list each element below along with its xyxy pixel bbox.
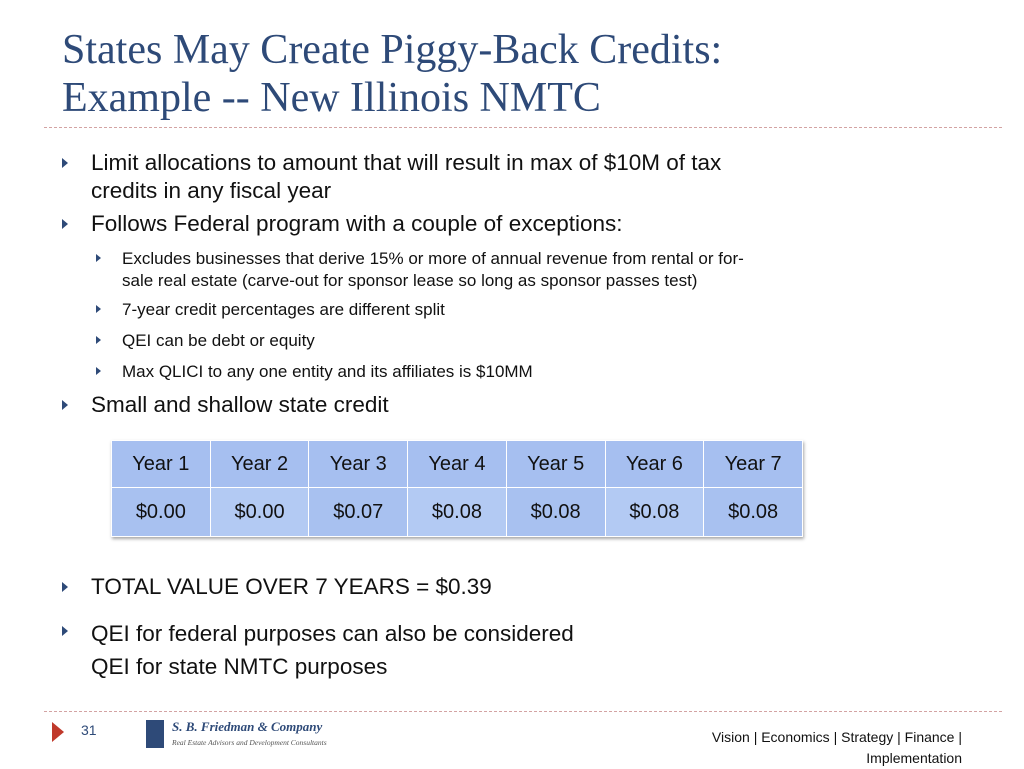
table-header-cell: Year 4: [407, 440, 507, 488]
table-header-cell: Year 2: [209, 440, 310, 488]
bullet-arrow-icon: [62, 158, 68, 168]
sub-bullet-qei-debt-equity: QEI can be debt or equity: [96, 330, 315, 352]
table-header-cell: Year 1: [111, 440, 211, 488]
footer-marker-icon: [52, 722, 64, 742]
logo-mark-icon: [146, 720, 164, 748]
bullet-text-line: credits in any fiscal year: [91, 178, 332, 203]
table-header-cell: Year 3: [308, 440, 409, 488]
sub-bullet-excludes-businesses: Excludes businesses that derive 15% or m…: [96, 248, 744, 292]
bullet-limit-allocations: Limit allocations to amount that will re…: [62, 149, 721, 205]
table-header-row: Year 1 Year 2 Year 3 Year 4 Year 5 Year …: [111, 440, 803, 488]
company-logo: S. B. Friedman & Company Real Estate Adv…: [146, 717, 327, 753]
bullet-text: Follows Federal program with a couple of…: [91, 211, 623, 236]
bullet-arrow-icon: [62, 582, 68, 592]
sub-bullet-text: Max QLICI to any one entity and its affi…: [122, 362, 533, 381]
table-header-cell: Year 5: [505, 440, 606, 488]
footer-divider: [44, 711, 1002, 712]
table-cell: $0.07: [308, 487, 409, 537]
sub-bullet-text: 7-year credit percentages are different …: [122, 300, 445, 319]
slide-title: States May Create Piggy-Back Credits: Ex…: [62, 26, 1002, 122]
table-cell: $0.00: [209, 487, 310, 537]
footer-tagline: Vision | Economics | Strategy | Finance …: [642, 727, 962, 769]
logo-name: S. B. Friedman & Company: [172, 719, 323, 734]
sub-bullet-text: QEI can be debt or equity: [122, 331, 315, 350]
bullet-qei-federal: QEI for federal purposes can also be con…: [62, 617, 574, 683]
table-row: $0.00 $0.00 $0.07 $0.08 $0.08 $0.08 $0.0…: [111, 487, 803, 537]
credit-schedule-table: Year 1 Year 2 Year 3 Year 4 Year 5 Year …: [111, 440, 803, 537]
sub-bullet-arrow-icon: [96, 367, 101, 375]
title-divider: [44, 127, 1002, 128]
bullet-text-line: QEI for state NMTC purposes: [91, 654, 388, 679]
sub-bullet-arrow-icon: [96, 254, 101, 262]
sub-bullet-text-line: sale real estate (carve-out for sponsor …: [122, 271, 698, 290]
slide-title-line-2: Example -- New Illinois NMTC: [62, 75, 601, 121]
bullet-text: Small and shallow state credit: [91, 392, 389, 417]
tagline-line: Implementation: [866, 750, 962, 766]
bullet-total-value: TOTAL VALUE OVER 7 YEARS = $0.39: [62, 573, 492, 601]
bullet-text-line: Limit allocations to amount that will re…: [91, 150, 722, 175]
table-cell: $0.08: [604, 487, 705, 537]
table-cell: $0.08: [407, 487, 507, 537]
bullet-arrow-icon: [62, 219, 68, 229]
table-cell: $0.08: [703, 487, 803, 537]
table-header-cell: Year 7: [703, 440, 803, 488]
table-header-cell: Year 6: [604, 440, 705, 488]
page-number: 31: [81, 722, 97, 738]
bullet-arrow-icon: [62, 626, 68, 636]
table-cell: $0.08: [505, 487, 606, 537]
tagline-line: Vision | Economics | Strategy | Finance …: [711, 729, 962, 745]
slide-title-line-1: States May Create Piggy-Back Credits:: [62, 27, 723, 73]
sub-bullet-arrow-icon: [96, 305, 101, 313]
sub-bullet-arrow-icon: [96, 336, 101, 344]
logo-subtitle: Real Estate Advisors and Development Con…: [172, 738, 327, 747]
sub-bullet-text-line: Excludes businesses that derive 15% or m…: [122, 249, 744, 268]
table-cell: $0.00: [111, 487, 211, 537]
sub-bullet-credit-percentages: 7-year credit percentages are different …: [96, 299, 445, 321]
sub-bullet-max-qlici: Max QLICI to any one entity and its affi…: [96, 361, 533, 383]
bullet-follows-federal: Follows Federal program with a couple of…: [62, 210, 623, 238]
bullet-text: TOTAL VALUE OVER 7 YEARS = $0.39: [91, 574, 492, 599]
bullet-small-shallow-credit: Small and shallow state credit: [62, 391, 389, 419]
bullet-text-line: QEI for federal purposes can also be con…: [91, 621, 574, 646]
bullet-arrow-icon: [62, 400, 68, 410]
